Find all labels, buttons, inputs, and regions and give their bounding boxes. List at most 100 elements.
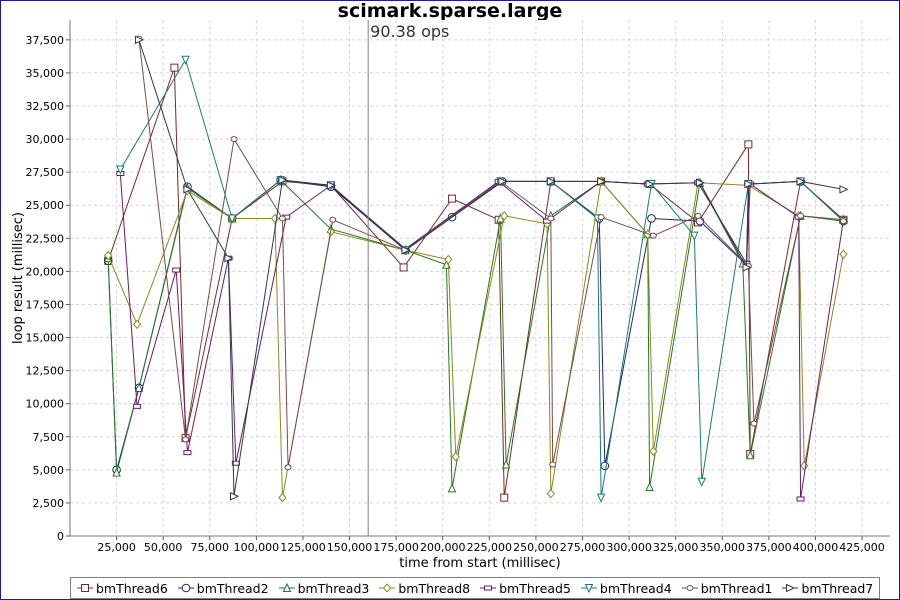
y-axis-label: loop result (millisec) [11,212,26,344]
data-point [448,194,457,203]
y-tick-label: 7,500 [33,431,65,444]
legend-item: bmThread3 [278,580,370,596]
data-point [645,179,655,189]
data-point [697,477,707,487]
x-tick-label: 350,000 [700,541,746,554]
legend-item: bmThread6 [77,581,168,596]
data-point [797,212,805,219]
data-point [183,450,192,456]
x-tick-label: 100,000 [234,541,280,554]
data-point [134,35,145,45]
data-point [104,250,113,261]
data-point [796,177,806,186]
data-point [329,216,337,223]
data-point [839,249,848,259]
data-point [227,214,237,224]
x-tick-label: 150,000 [327,541,373,554]
data-point [597,177,607,186]
y-tick-label: 2,500 [33,497,65,510]
data-point [546,177,557,186]
y-tick-label: 5,000 [33,464,65,477]
legend-swatch [177,583,194,593]
data-point [444,254,453,265]
data-point [549,461,557,468]
data-point [182,436,190,443]
x-tick-label: 375,000 [746,541,792,554]
data-point [500,493,509,502]
x-tick-label: 325,000 [653,541,699,554]
y-tick-label: 37,500 [26,34,65,47]
data-point [694,212,702,219]
legend-swatch [782,583,799,593]
data-point [278,492,287,503]
data-point [230,136,238,143]
y-tick-label: 0 [57,530,64,543]
data-point [133,403,142,409]
annotation-label: 90.38 ops [370,22,449,41]
series-bmThread7 [134,35,849,501]
legend: bmThread6 bmThread2 bmThread3 bmThread8 bmTh… [70,577,881,599]
legend-swatch [278,582,295,592]
legend-label: bmThread1 [700,580,773,596]
data-point [230,492,240,501]
x-tick-label: 275,000 [560,541,606,554]
grid [70,20,890,537]
data-point [745,450,755,460]
legend-item: bmThread4 [580,581,672,596]
data-point [172,267,181,273]
x-tick-label: 225,000 [467,541,513,554]
legend-item: bmThread2 [177,581,269,596]
data-point [284,464,292,471]
y-tick-label: 32,500 [26,100,65,113]
legend-swatch [681,585,698,591]
data-point [278,175,288,185]
x-tick-label: 300,000 [606,541,652,554]
legend-item: bmThread1 [681,580,773,596]
data-point [744,140,753,149]
data-point [498,177,508,186]
axes: 25,000 50,000 75,000 100,000 125,000 150,000 1… [26,20,890,554]
y-tick-label: 25,000 [26,199,65,212]
data-point [750,420,758,427]
data-point [134,382,144,392]
y-tick-label: 10,000 [26,398,65,411]
legend-item: bmThread8 [379,581,470,596]
y-tick-label: 27,500 [26,166,65,179]
x-tick-label: 75,000 [191,541,230,554]
series-line [119,58,844,498]
x-tick-label: 425,000 [839,541,885,554]
legend-label: bmThread3 [297,580,370,596]
data-point [132,319,142,330]
legend-swatch [379,583,396,593]
data-point [742,263,752,272]
data-point [224,253,234,263]
x-tick-label: 25,000 [97,541,136,554]
y-tick-label: 12,500 [26,365,65,378]
data-point [649,446,658,457]
y-tick-label: 30,000 [26,133,65,146]
x-tick-label: 125,000 [280,541,326,554]
data-point [597,214,605,221]
series-bmThread1 [135,35,847,471]
data-point [546,488,555,499]
y-tick-label: 17,500 [26,298,65,311]
legend-label: bmThread5 [499,580,571,596]
y-tick-label: 15,000 [26,332,65,345]
series-line [138,39,844,497]
data-point [451,451,460,462]
data-point [744,179,754,189]
data-point [183,185,193,194]
y-tick-label: 20,000 [26,265,65,278]
data-point [500,211,509,221]
series-layer [103,35,849,503]
data-point [112,467,121,477]
chart-title: scimark.sparse.large [337,0,563,22]
data-point [645,481,654,492]
data-point [401,245,411,255]
data-point [647,214,656,223]
x-tick-label: 250,000 [513,541,559,554]
data-point [649,232,657,239]
data-point [690,231,699,241]
data-point [596,493,606,503]
data-point [170,63,179,72]
